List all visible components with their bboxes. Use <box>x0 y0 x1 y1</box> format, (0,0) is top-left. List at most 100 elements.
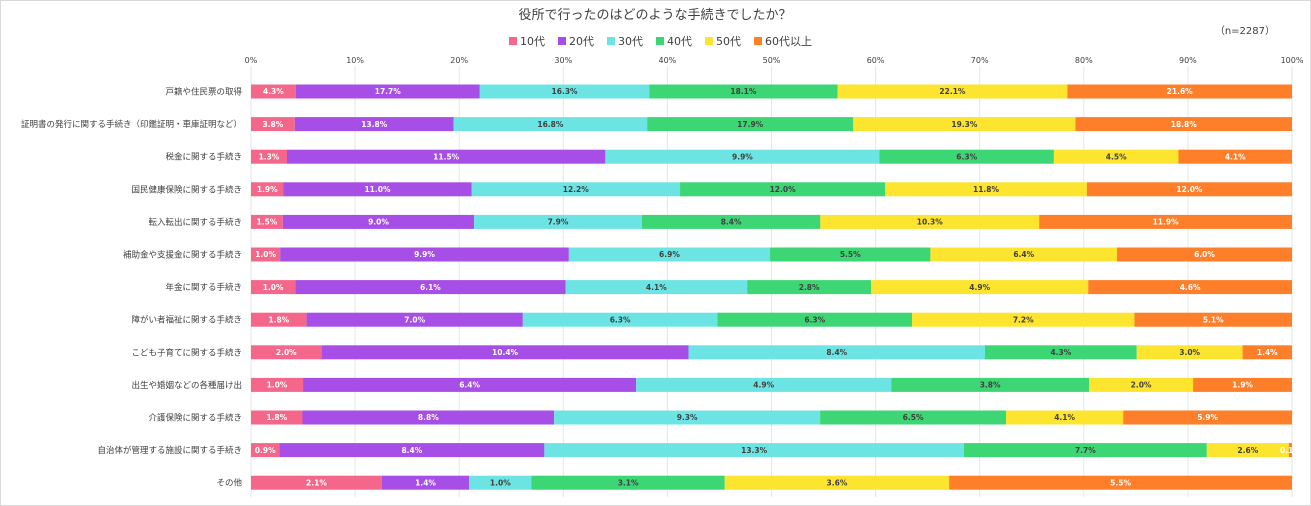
bar-segment <box>1067 84 1292 99</box>
chart-title: 役所で行ったのはどのような手続きでしたか？ <box>518 8 791 23</box>
data-label: 10.4% <box>492 348 519 357</box>
data-label: 4.9% <box>753 381 774 390</box>
data-label: 13.3% <box>741 446 768 455</box>
data-label: 16.8% <box>537 120 564 129</box>
bar-segment <box>251 410 303 425</box>
bar-segment <box>251 312 307 327</box>
bar-segment <box>1006 410 1124 425</box>
bar-segment <box>251 280 296 295</box>
bar-segment <box>647 117 854 132</box>
bar-segment <box>871 280 1089 295</box>
data-label: 5.1% <box>1203 315 1224 324</box>
bar-segment <box>251 443 280 458</box>
x-axis-ticks: 0% 10% 20% 30% 40% 50% 60% 70% 80% 90% 100% <box>245 56 1304 65</box>
x-tick-label: 0% <box>245 56 258 65</box>
legend-label-5: 50代 <box>716 35 741 48</box>
bar-segment <box>1134 312 1292 327</box>
legend-swatch-4 <box>656 37 664 45</box>
category-label: 転入転出に関する手続き <box>148 217 242 228</box>
data-label: 1.8% <box>268 315 289 324</box>
data-label: 21.6% <box>1167 87 1194 96</box>
legend-label-1: 10代 <box>520 35 545 48</box>
data-label: 3.1% <box>618 478 639 487</box>
data-label: 18.8% <box>1171 120 1198 129</box>
data-label: 8.4% <box>401 446 422 455</box>
data-label: 2.1% <box>306 478 327 487</box>
data-label: 1.5% <box>257 218 278 227</box>
data-label: 5.5% <box>840 250 861 259</box>
bar-segment <box>963 443 1207 458</box>
bar-segment <box>469 475 532 490</box>
x-tick-label: 40% <box>659 56 677 65</box>
data-label: 1.4% <box>1257 348 1278 357</box>
category-label: こども子育てに関する手続き <box>131 347 242 358</box>
bar-segment <box>306 312 523 327</box>
bar-segment <box>1206 443 1289 458</box>
bar-segment <box>1039 214 1292 229</box>
bar-segment <box>251 117 295 132</box>
data-label: 10.3% <box>917 218 944 227</box>
data-label: 16.3% <box>552 87 579 96</box>
legend: 10代 20代 30代 40代 50代 60代以上 <box>509 35 812 48</box>
legend-label-3: 30代 <box>618 35 643 48</box>
bar-segment <box>474 214 642 229</box>
data-label: 18.1% <box>730 87 757 96</box>
bar-segment <box>303 377 637 392</box>
bar-segment <box>471 182 681 197</box>
legend-label-6: 60代以上 <box>765 35 812 48</box>
bar-segment <box>912 312 1135 327</box>
data-label: 4.3% <box>263 87 284 96</box>
data-label: 5.5% <box>1110 478 1131 487</box>
category-label: その他 <box>216 478 242 489</box>
legend-swatch-3 <box>607 37 615 45</box>
x-tick-label: 80% <box>1075 56 1093 65</box>
data-label: 1.9% <box>257 185 278 194</box>
data-label: 9.3% <box>677 413 698 422</box>
bar-segment <box>1089 377 1194 392</box>
category-label: 出生や婚姻などの各種届け出 <box>131 380 242 391</box>
bar-segment <box>1086 182 1292 197</box>
legend-swatch-1 <box>509 37 517 45</box>
data-label: 7.7% <box>1075 446 1096 455</box>
data-label: 2.8% <box>799 283 820 292</box>
data-label: 11.0% <box>364 185 391 194</box>
bar-segment <box>282 214 475 229</box>
data-label: 3.6% <box>827 478 848 487</box>
x-tick-label: 90% <box>1179 56 1197 65</box>
bar-segment <box>891 377 1090 392</box>
bars: 4.3% 17.7% 16.3% 18.1% 22.1% 21.6% 3.8% 13.8% 16… <box>251 84 1301 490</box>
bar-segment <box>321 345 689 360</box>
data-label: 7.2% <box>1013 315 1034 324</box>
data-label: 8.8% <box>418 413 439 422</box>
bar-segment <box>770 247 931 262</box>
data-label: 3.8% <box>980 381 1001 390</box>
bar-segment <box>688 345 985 360</box>
sample-size-note: （n=2287） <box>1215 25 1275 37</box>
x-tick-label: 30% <box>554 56 572 65</box>
bar-segment <box>949 475 1292 490</box>
data-label: 17.9% <box>737 120 764 129</box>
data-label: 3.0% <box>1179 348 1200 357</box>
data-label: 1.0% <box>490 478 511 487</box>
bar-segment <box>295 84 480 99</box>
bar-segment <box>879 149 1054 164</box>
legend-swatch-2 <box>558 37 566 45</box>
data-label: 1.9% <box>1232 381 1253 390</box>
data-label: 4.9% <box>969 283 990 292</box>
bar-segment <box>381 475 470 490</box>
bar-segment <box>554 410 821 425</box>
data-label: 4.5% <box>1106 152 1127 161</box>
bar-segment <box>984 345 1137 360</box>
data-label: 2.0% <box>1131 381 1152 390</box>
data-label: 19.3% <box>951 120 978 129</box>
bar-segment <box>1123 410 1292 425</box>
bar-segment <box>568 247 771 262</box>
data-label: 9.0% <box>368 218 389 227</box>
data-label: 4.1% <box>1054 413 1075 422</box>
data-label: 17.7% <box>375 87 402 96</box>
bar-segment <box>1117 247 1292 262</box>
bar-segment <box>717 312 913 327</box>
bar-segment <box>279 443 545 458</box>
category-label: 障がい者福祉に関する手続き <box>131 315 242 326</box>
